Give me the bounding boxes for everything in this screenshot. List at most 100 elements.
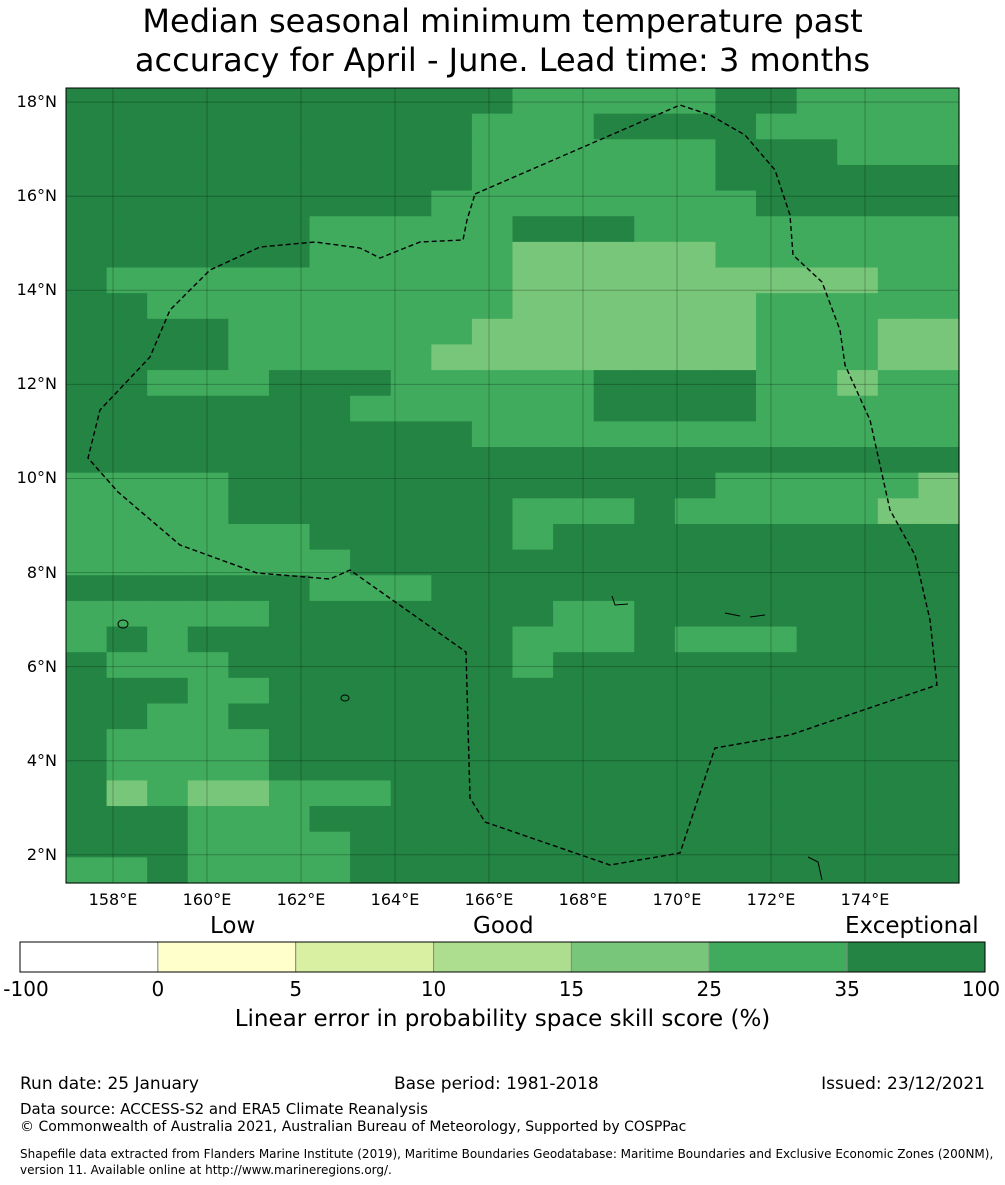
skill-cell — [715, 498, 757, 525]
skill-cell — [837, 600, 879, 628]
skill-cell — [593, 190, 635, 217]
skill-cell — [309, 652, 351, 679]
skill-cell — [715, 754, 757, 782]
skill-cell — [756, 447, 798, 474]
skill-cell — [715, 780, 757, 807]
skill-cell — [187, 88, 229, 115]
skill-cell — [877, 729, 920, 756]
skill-cell — [593, 267, 635, 294]
skill-cell — [553, 113, 595, 140]
skill-cell — [66, 754, 108, 782]
skill-cell — [634, 344, 676, 371]
skill-cell — [796, 447, 838, 474]
skill-cell — [918, 780, 960, 807]
skill-cell — [187, 703, 229, 730]
skill-cell — [796, 395, 838, 422]
skill-cell — [918, 677, 960, 705]
skill-cell — [756, 395, 798, 422]
longitude-label: 170°E — [652, 890, 702, 909]
skill-cell — [512, 857, 554, 884]
skill-cell — [634, 370, 676, 397]
skill-cell — [837, 88, 879, 115]
colorbar-tick-label: 10 — [420, 977, 447, 1001]
skill-cell — [674, 677, 717, 705]
skill-cell — [431, 241, 473, 269]
skill-cell — [715, 293, 757, 320]
colorbar-outline — [19, 941, 986, 973]
skill-cell — [715, 575, 757, 602]
skill-cell — [309, 600, 351, 628]
skill-cell — [512, 395, 554, 422]
skill-cell — [796, 575, 838, 602]
skill-cell — [66, 113, 108, 140]
skill-cell — [431, 447, 473, 474]
skill-cell — [634, 267, 676, 294]
skill-cell — [147, 780, 189, 807]
skill-cell — [796, 241, 838, 269]
skill-cell — [918, 729, 960, 756]
skill-cell — [471, 626, 514, 653]
skill-cell — [268, 447, 311, 474]
skill-cell — [674, 780, 717, 807]
skill-cell — [877, 318, 920, 346]
skill-cell — [66, 600, 108, 628]
skill-cell — [431, 549, 473, 576]
skill-cell — [796, 600, 838, 628]
skill-cell — [390, 729, 432, 756]
skill-cell — [228, 421, 270, 448]
skill-cell — [756, 370, 798, 397]
longitude-label: 160°E — [182, 890, 232, 909]
skill-cell — [674, 523, 717, 551]
skill-cell — [228, 626, 270, 653]
skill-cell — [715, 216, 757, 243]
skill-cell — [553, 370, 595, 397]
skill-cell — [634, 575, 676, 602]
skill-cell — [553, 523, 595, 551]
skill-cell — [674, 652, 717, 679]
skill-cell — [350, 293, 392, 320]
skill-cell — [796, 318, 838, 346]
skill-cell — [390, 318, 432, 346]
skill-cell — [187, 370, 229, 397]
skill-cell — [350, 703, 392, 730]
skill-cell — [471, 344, 514, 371]
skill-cell — [228, 241, 270, 269]
colorbar-segment — [433, 941, 572, 973]
skill-cell — [187, 472, 229, 499]
skill-cell — [350, 113, 392, 140]
skill-cell — [268, 164, 311, 192]
colorbar-segment — [708, 941, 848, 973]
skill-cell — [553, 190, 595, 217]
skill-cell — [918, 703, 960, 730]
skill-cell — [674, 241, 717, 269]
skill-cell — [268, 523, 311, 551]
skill-cell — [837, 190, 879, 217]
skill-cell — [715, 344, 757, 371]
skill-cell — [66, 498, 108, 525]
skill-cell — [431, 113, 473, 140]
skill-cell — [187, 754, 229, 782]
skill-cell — [553, 421, 595, 448]
copyright: © Commonwealth of Australia 2021, Austra… — [20, 1119, 687, 1135]
skill-cell — [147, 498, 189, 525]
skill-cell — [512, 421, 554, 448]
skill-cell — [877, 754, 920, 782]
skill-cell — [390, 293, 432, 320]
skill-cell — [796, 780, 838, 807]
skill-cell — [350, 831, 392, 858]
skill-cell — [66, 241, 108, 269]
skill-cell — [471, 370, 514, 397]
skill-cell — [228, 729, 270, 756]
skill-cell — [268, 754, 311, 782]
skill-cell — [756, 88, 798, 115]
skill-cell — [553, 318, 595, 346]
skill-cell — [756, 139, 798, 166]
skill-cell — [228, 472, 270, 499]
skill-cell — [187, 216, 229, 243]
skill-cell — [593, 370, 635, 397]
skill-cell — [674, 267, 717, 294]
skill-cell — [309, 113, 351, 140]
skill-cell — [715, 267, 757, 294]
skill-cell — [715, 652, 757, 679]
skill-cell — [228, 523, 270, 551]
